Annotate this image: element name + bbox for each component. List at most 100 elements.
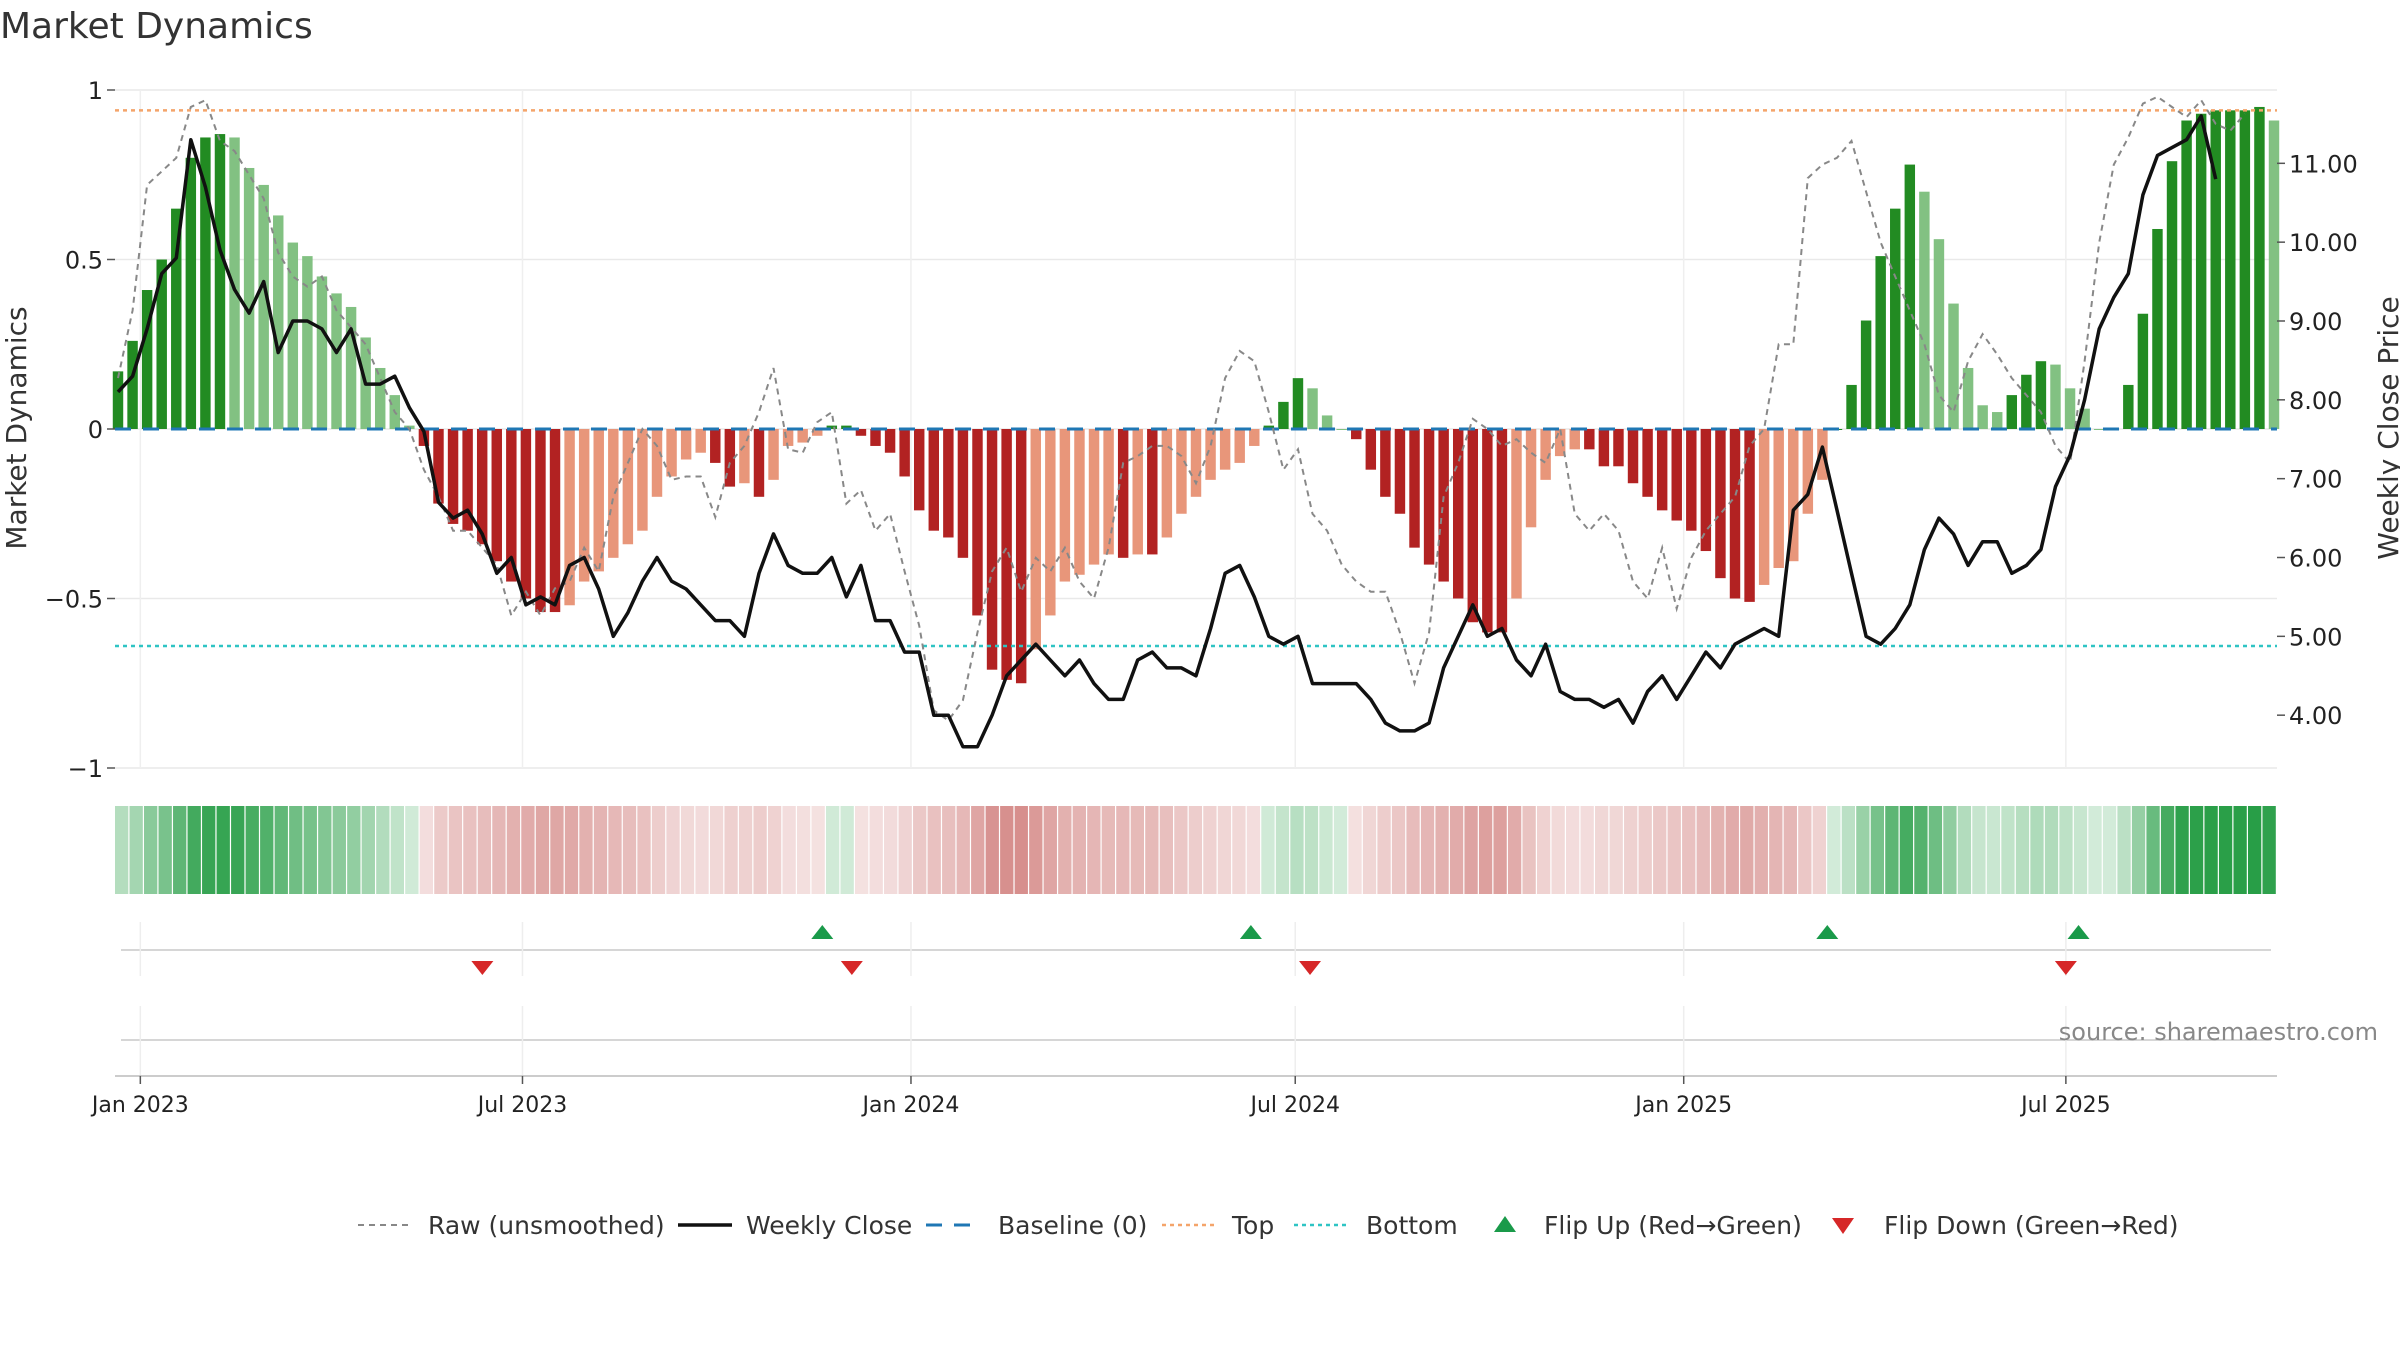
md-bar (229, 137, 240, 429)
md-bar (1234, 429, 1245, 463)
strip-cell (782, 806, 796, 894)
strip-cell (695, 806, 709, 894)
md-bar (1249, 429, 1260, 446)
y2-tick-label: 11.00 (2289, 150, 2358, 178)
y2-axis: 11.00 10.00 9.00 8.00 7.00 6.00 5.00 4.00 (2277, 150, 2358, 730)
md-bar (535, 429, 546, 613)
md-bar (913, 429, 925, 511)
md-bar (273, 215, 284, 429)
strip-cell (1290, 806, 1304, 894)
md-bar (884, 429, 896, 453)
md-bar (1656, 429, 1668, 511)
md-bar (870, 429, 881, 446)
md-bar (928, 429, 940, 531)
md-bar (1991, 412, 2003, 429)
strip-cell (448, 806, 463, 894)
md-bar (2035, 361, 2047, 429)
raw-line (117, 95, 2246, 722)
strip-cell (1595, 806, 1609, 894)
close-series (116, 114, 2218, 749)
legend-flip-down-swatch (1832, 1218, 1854, 1234)
strip-cell (913, 806, 927, 894)
md-bar (462, 429, 473, 531)
flip-up-marker (2067, 925, 2090, 939)
md-bar (2064, 388, 2076, 429)
y-tick-label: −0.5 (45, 586, 103, 614)
x-tick-label: Jan 2023 (90, 1093, 189, 1118)
strip-cell (1986, 806, 2001, 894)
x-tick-label: Jul 2023 (476, 1093, 568, 1118)
x-tick-label: Jul 2025 (2019, 1093, 2111, 1118)
x-tick-label: Jan 2025 (1633, 1093, 1732, 1118)
strip-cell (1478, 806, 1493, 894)
strip-cell (1682, 806, 1696, 894)
strip-cell (1275, 806, 1290, 894)
md-bar (476, 429, 488, 545)
md-bar (1627, 429, 1639, 484)
lower-panel (121, 1006, 2271, 1076)
strip-cell (1972, 806, 1986, 894)
strip-cell (898, 806, 912, 894)
md-bar (287, 242, 299, 429)
md-bar (564, 429, 575, 606)
md-bar (112, 371, 124, 429)
strip-cell (1043, 806, 1057, 894)
md-bar (1482, 429, 1493, 633)
strip-cell (1624, 806, 1638, 894)
strip-cell (1522, 806, 1536, 894)
md-bar (943, 429, 954, 538)
strip-cell (115, 806, 129, 894)
strip-cell (1754, 806, 1768, 894)
strip-cell (2117, 806, 2131, 894)
x-tick-label: Jul 2024 (1248, 1093, 1340, 1118)
flip-up-marker (1816, 925, 1839, 939)
strip-cell (2146, 806, 2160, 894)
md-bar (243, 167, 255, 429)
md-bar (1744, 429, 1755, 602)
md-bar (1117, 429, 1129, 558)
flip-down-marker (471, 961, 494, 975)
md-bar (316, 276, 328, 429)
y2-tick-label: 6.00 (2289, 545, 2342, 573)
md-bar (637, 429, 648, 531)
x-axis: Jan 2023 Jul 2023 Jan 2024 Jul 2024 Jan 2025… (90, 1075, 2277, 1118)
md-bar (447, 429, 459, 524)
strip-cell (1856, 806, 1870, 894)
strip-cell (942, 806, 956, 894)
strip-cell (666, 806, 680, 894)
strip-cell (318, 806, 332, 894)
strip-cell (2160, 806, 2175, 894)
md-bar (520, 429, 532, 599)
strip-cell (1145, 806, 1159, 894)
strip-cell (463, 806, 477, 894)
strip-cell (2131, 806, 2146, 894)
strip-cell (1841, 806, 1856, 894)
y2-tick-label: 9.00 (2289, 308, 2342, 336)
strip-cell (2073, 806, 2088, 894)
strip-cell (303, 806, 317, 894)
strip-cell (535, 806, 550, 894)
md-bar (651, 429, 663, 497)
strip-cell (1174, 806, 1188, 894)
md-bar (433, 429, 444, 504)
strip-cell (1159, 806, 1174, 894)
strip-cell (1348, 806, 1362, 894)
strip-cell (2001, 806, 2015, 894)
md-bar (957, 429, 969, 558)
strip-cell (1464, 806, 1478, 894)
strip-cell (2175, 806, 2189, 894)
y-tick-label: −1 (68, 755, 103, 783)
md-bar (1132, 429, 1143, 555)
md-bar (1642, 429, 1653, 497)
md-bar (404, 425, 415, 429)
flip-down-marker (840, 961, 863, 975)
md-bar (506, 429, 517, 582)
md-bar (345, 306, 357, 429)
legend-item: Flip Up (Red→Green) (1494, 1211, 1802, 1240)
strip-cell (971, 806, 985, 894)
md-bar (1438, 429, 1449, 582)
legend-item: Baseline (0) (926, 1211, 1147, 1240)
md-bar (972, 429, 983, 616)
md-bar (1015, 429, 1027, 684)
md-bar (1860, 320, 1872, 429)
